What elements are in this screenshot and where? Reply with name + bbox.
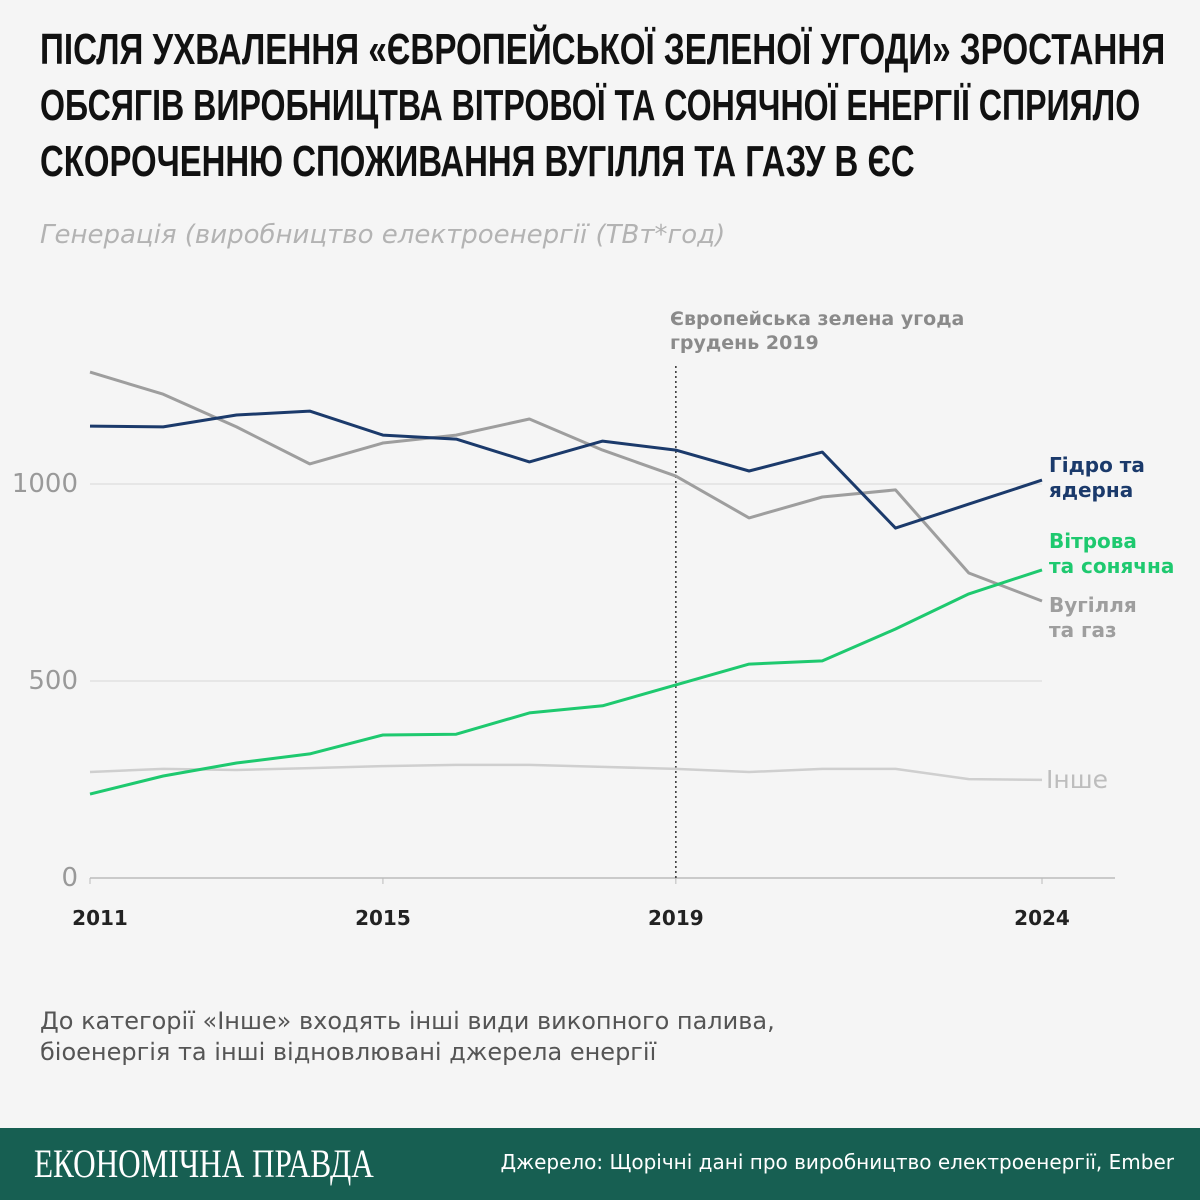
title-line: Після ухвалення «Європейської зеленої уг… [40,25,1166,74]
series-label: ядерна [1049,478,1133,502]
x-tick-label: 2015 [355,906,411,930]
y-tick-label: 1000 [12,469,78,499]
annotation-label: Європейська зелена угода [670,308,964,330]
series-label: Гідро та [1049,453,1145,477]
series-label: Вітрова [1049,529,1137,553]
footer: ЕКОНОМІЧНА ПРАВДА Джерело: Щорічні дані … [0,1128,1200,1200]
series-line [89,409,1043,530]
footnote-line: До категорії «Інше» входять інші види ви… [40,1007,775,1035]
series-label: Інше [1046,765,1108,794]
y-tick-label: 0 [61,863,78,893]
series-label: та газ [1049,618,1117,642]
footnote-line: біоенергія та інші відновлювані джерела … [40,1038,657,1066]
series-line [89,568,1043,796]
x-tick-label: 2024 [1014,906,1070,930]
series-line [89,763,1043,782]
title-line: скороченню споживання вугілля та газу в … [40,137,915,186]
x-tick-label: 2011 [72,906,128,930]
annotation-label: грудень 2019 [670,332,819,354]
series-label: Вугілля [1049,593,1137,617]
chart-title: Після ухвалення «Європейської зеленої уг… [40,22,1165,190]
x-tick-label: 2019 [648,906,704,930]
y-tick-label: 500 [28,666,78,696]
publisher-logo: ЕКОНОМІЧНА ПРАВДА [34,1141,374,1186]
footnote: До категорії «Інше» входять інші види ви… [40,1006,775,1068]
chart-subtitle: Генерація (виробництво електроенергії (Т… [40,220,726,250]
series-line [89,370,1043,603]
source-credit: Джерело: Щорічні дані про виробництво ел… [500,1150,1174,1174]
series-label: та сонячна [1049,554,1174,578]
title-line: обсягів виробництва вітрової та сонячної… [40,81,1141,130]
